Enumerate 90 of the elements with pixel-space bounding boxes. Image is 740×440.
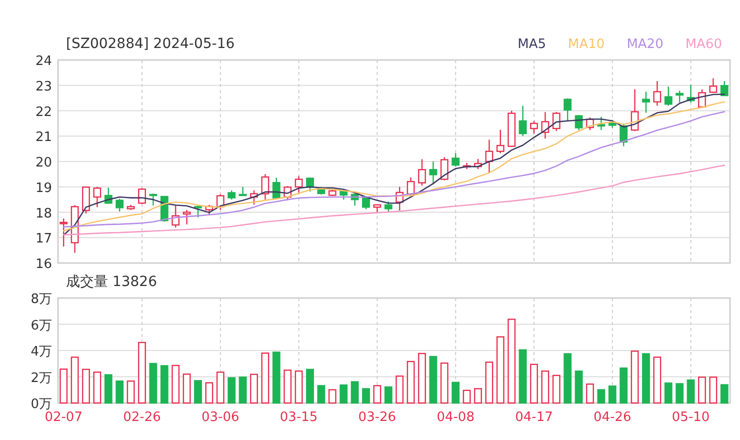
y-tick-label: 24 <box>35 54 52 69</box>
bar <box>406 360 415 404</box>
bar <box>93 372 102 404</box>
bar <box>676 383 684 404</box>
bar <box>373 385 382 404</box>
y-tick-label: 8万 <box>30 292 52 307</box>
y-tick-label: 19 <box>35 180 52 196</box>
y-tick-label: 20 <box>35 156 52 170</box>
bar <box>620 367 628 404</box>
bar <box>396 375 404 404</box>
bar <box>698 376 706 404</box>
bar <box>586 384 594 404</box>
bar <box>597 389 606 404</box>
chart-title: [SZ002884] 2024-05-16 <box>66 36 235 52</box>
y-tick-label: 0万 <box>30 397 52 412</box>
bar <box>384 386 392 404</box>
bar <box>149 362 158 404</box>
x-tick-label: 03-15 <box>280 410 318 425</box>
bar <box>172 364 180 404</box>
x-tick-label: 02-26 <box>123 410 161 425</box>
y-tick-label: 4万 <box>30 344 52 360</box>
x-tick-label: 04-08 <box>436 410 474 425</box>
bar <box>284 370 292 404</box>
bar <box>709 376 718 404</box>
bar <box>552 374 560 404</box>
bar <box>250 374 258 404</box>
y-tick-label: 21 <box>35 130 52 146</box>
bar <box>362 388 370 404</box>
bar <box>294 370 303 404</box>
bar <box>82 368 90 404</box>
x-tick-label: 05-10 <box>672 410 710 425</box>
bar <box>508 318 516 404</box>
bar <box>317 385 326 404</box>
bar <box>496 336 504 404</box>
chart-title: 成交量 13826 <box>66 274 158 290</box>
text: MA60 <box>685 37 722 52</box>
x-tick-label: 04-17 <box>515 410 553 425</box>
bar <box>440 362 448 404</box>
bar <box>194 380 202 404</box>
bar <box>216 372 224 404</box>
bar <box>261 352 270 404</box>
bar <box>518 349 527 404</box>
bar <box>70 356 79 404</box>
bar <box>60 368 68 404</box>
bar <box>328 389 336 404</box>
bar <box>608 385 616 404</box>
y-tick-label: 2万 <box>30 370 52 386</box>
bar <box>452 382 460 404</box>
bar <box>340 384 348 404</box>
bar <box>228 377 236 404</box>
bar <box>653 356 662 404</box>
bar <box>138 342 146 404</box>
y-tick-label: 18 <box>35 206 52 222</box>
x-tick-label: 02-07 <box>44 410 82 425</box>
bar <box>160 365 168 404</box>
text: MA5 <box>518 37 546 52</box>
x-tick-label: 03-06 <box>202 410 240 425</box>
y-tick-label: 22 <box>35 104 52 120</box>
bar <box>574 370 583 404</box>
bar <box>205 382 214 404</box>
y-tick-label: 23 <box>35 79 52 94</box>
bar <box>474 388 482 404</box>
bar <box>182 374 191 404</box>
y-tick-label: 17 <box>35 232 52 247</box>
bar <box>541 370 550 404</box>
bar <box>686 379 695 404</box>
bar <box>418 352 426 404</box>
bar <box>564 353 572 404</box>
y-tick-label: 6万 <box>30 318 52 334</box>
bar <box>306 368 314 404</box>
bar <box>116 380 124 404</box>
bar <box>530 364 538 404</box>
bar <box>104 374 112 404</box>
bar <box>272 352 280 404</box>
bar <box>429 356 438 404</box>
line-series <box>62 164 726 236</box>
bar <box>642 353 650 404</box>
text: MA10 <box>568 37 605 52</box>
x-tick-label: 04-26 <box>594 410 632 425</box>
bar <box>664 382 672 404</box>
bar <box>485 362 494 404</box>
x-tick-label: 03-26 <box>358 410 396 425</box>
bar <box>350 381 359 404</box>
bar <box>720 384 728 404</box>
text: MA20 <box>626 37 664 52</box>
bar <box>462 390 471 404</box>
bar <box>630 350 639 404</box>
bar <box>126 380 135 404</box>
bar <box>238 376 247 404</box>
y-tick-label: 16 <box>35 257 52 272</box>
